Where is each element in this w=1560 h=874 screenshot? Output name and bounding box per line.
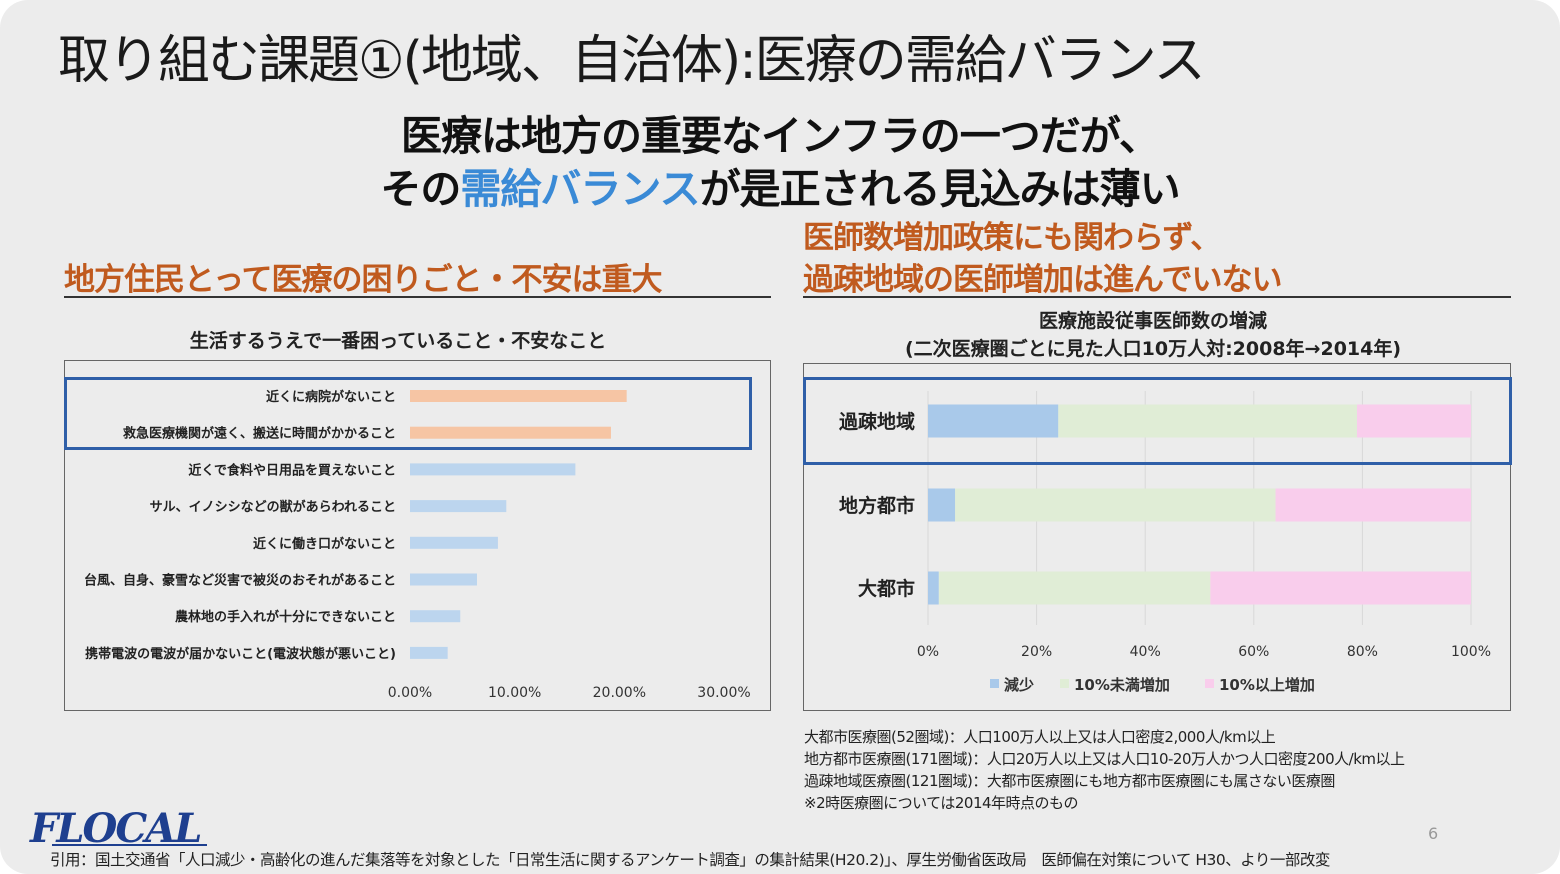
category-label: サル、イノシシなどの獣があらわれること (150, 499, 396, 515)
legend-label: 10%以上増加 (1219, 676, 1315, 694)
x-tick-label: 40% (1130, 644, 1161, 660)
x-tick-label: 0% (917, 644, 939, 660)
right-section-title-line-1: 医師数増加政策にも関わらず、 (803, 220, 1221, 256)
category-label: 近くに病院がないこと (266, 389, 396, 405)
category-label: 近くに働き口がないこと (253, 536, 396, 552)
bar-segment (938, 571, 1211, 605)
bar-segment (928, 571, 939, 605)
category-label: 過疎地域 (839, 410, 915, 433)
bar-segment (1275, 488, 1471, 522)
category-label: 地方都市 (839, 494, 915, 517)
left-highlight-box (64, 377, 752, 450)
bar (410, 390, 627, 402)
note-4: ※2時医療圏については2014年時点のもの (804, 794, 1079, 812)
bar (410, 536, 498, 549)
x-tick-label: 60% (1238, 644, 1269, 660)
bar (410, 426, 611, 439)
note-1: 大都市医療圏(52圏域)：人口100万人以上又は人口密度2,000人/km以上 (804, 728, 1276, 746)
bar-segment (1210, 571, 1471, 605)
headline-line-1: 医療は地方の重要なインフラの一つだが、 (401, 112, 1160, 160)
left-section-rule (64, 296, 771, 298)
slide-title: 取り組む課題①(地域、自治体):医療の需給バランス (58, 31, 1206, 91)
right-chart-title-line-1: 医療施設従事医師数の増減 (1038, 310, 1267, 332)
bar-segment (1058, 404, 1357, 438)
citation: 引用：国土交通省「人口減少・高齢化の進んだ集落等を対象とした「日常生活に関するア… (50, 851, 1330, 869)
headline-line-2: その需給バランスが是正される見込みは薄い (0, 155, 1560, 215)
x-tick-label: 80% (1347, 644, 1378, 660)
category-label: 救急医療機関が遠く、搬送に時間がかかること (123, 426, 396, 442)
left-chart-title: 生活するうえで一番困っていること・不安なこと (189, 330, 607, 352)
headline-highlight: 需給バランス (460, 165, 700, 213)
legend-label: 10%未満増加 (1074, 676, 1170, 694)
bar (410, 463, 576, 476)
bar-segment (1356, 404, 1471, 438)
bar-segment (928, 404, 1059, 438)
x-tick-label: 0.00% (388, 685, 432, 701)
left-section-title: 地方住民とって医療の困りごと・不安は重大 (64, 262, 663, 298)
bar-segment (928, 488, 956, 522)
bar (410, 610, 461, 623)
x-tick-label: 30.00% (697, 685, 750, 701)
category-label: 携帯電波の電波が届かないこと(電波状態が悪いこと) (85, 646, 396, 662)
category-label: 台風、自身、豪雪など災害で被災のおそれがあること (84, 573, 396, 589)
logo-underline (52, 844, 207, 846)
page-number: 6 (1428, 824, 1439, 843)
legend-label: 減少 (1004, 676, 1034, 694)
note-3: 過疎地域医療圏(121圏域)：大都市医療圏にも地方都市医療圏にも属さない医療圏 (804, 772, 1335, 790)
bar (410, 573, 477, 586)
bar (410, 500, 507, 513)
x-tick-label: 100% (1451, 644, 1491, 660)
left-bar-chart: 近くに病院がないこと救急医療機関が遠く、搬送に時間がかかること近くで食料や日用品… (84, 389, 751, 701)
right-section-title-line-2: 過疎地域の医師増加は進んでいない (803, 262, 1282, 298)
legend-swatch (1205, 679, 1214, 688)
x-tick-label: 20.00% (593, 685, 646, 701)
right-highlight-box (803, 377, 1512, 465)
right-chart-title-line-2: (二次医療圏ごとに見た人口10万人対:2008年→2014年) (904, 338, 1402, 360)
headline-post: が是正される見込みは薄い (699, 165, 1181, 213)
note-2: 地方都市医療圏(171圏域)：人口20万人以上又は人口10-20万人かつ人口密度… (804, 750, 1405, 768)
category-label: 農林地の手入れが十分にできないこと (175, 609, 396, 625)
category-label: 近くで食料や日用品を買えないこと (188, 462, 396, 478)
x-tick-label: 20% (1021, 644, 1052, 660)
legend-swatch (1060, 679, 1069, 688)
legend-swatch (990, 679, 999, 688)
right-section-rule (803, 296, 1511, 298)
bar (410, 646, 448, 659)
bar-segment (955, 488, 1276, 522)
x-tick-label: 10.00% (488, 685, 541, 701)
headline-pre: その (380, 165, 461, 213)
category-label: 大都市 (858, 577, 915, 600)
